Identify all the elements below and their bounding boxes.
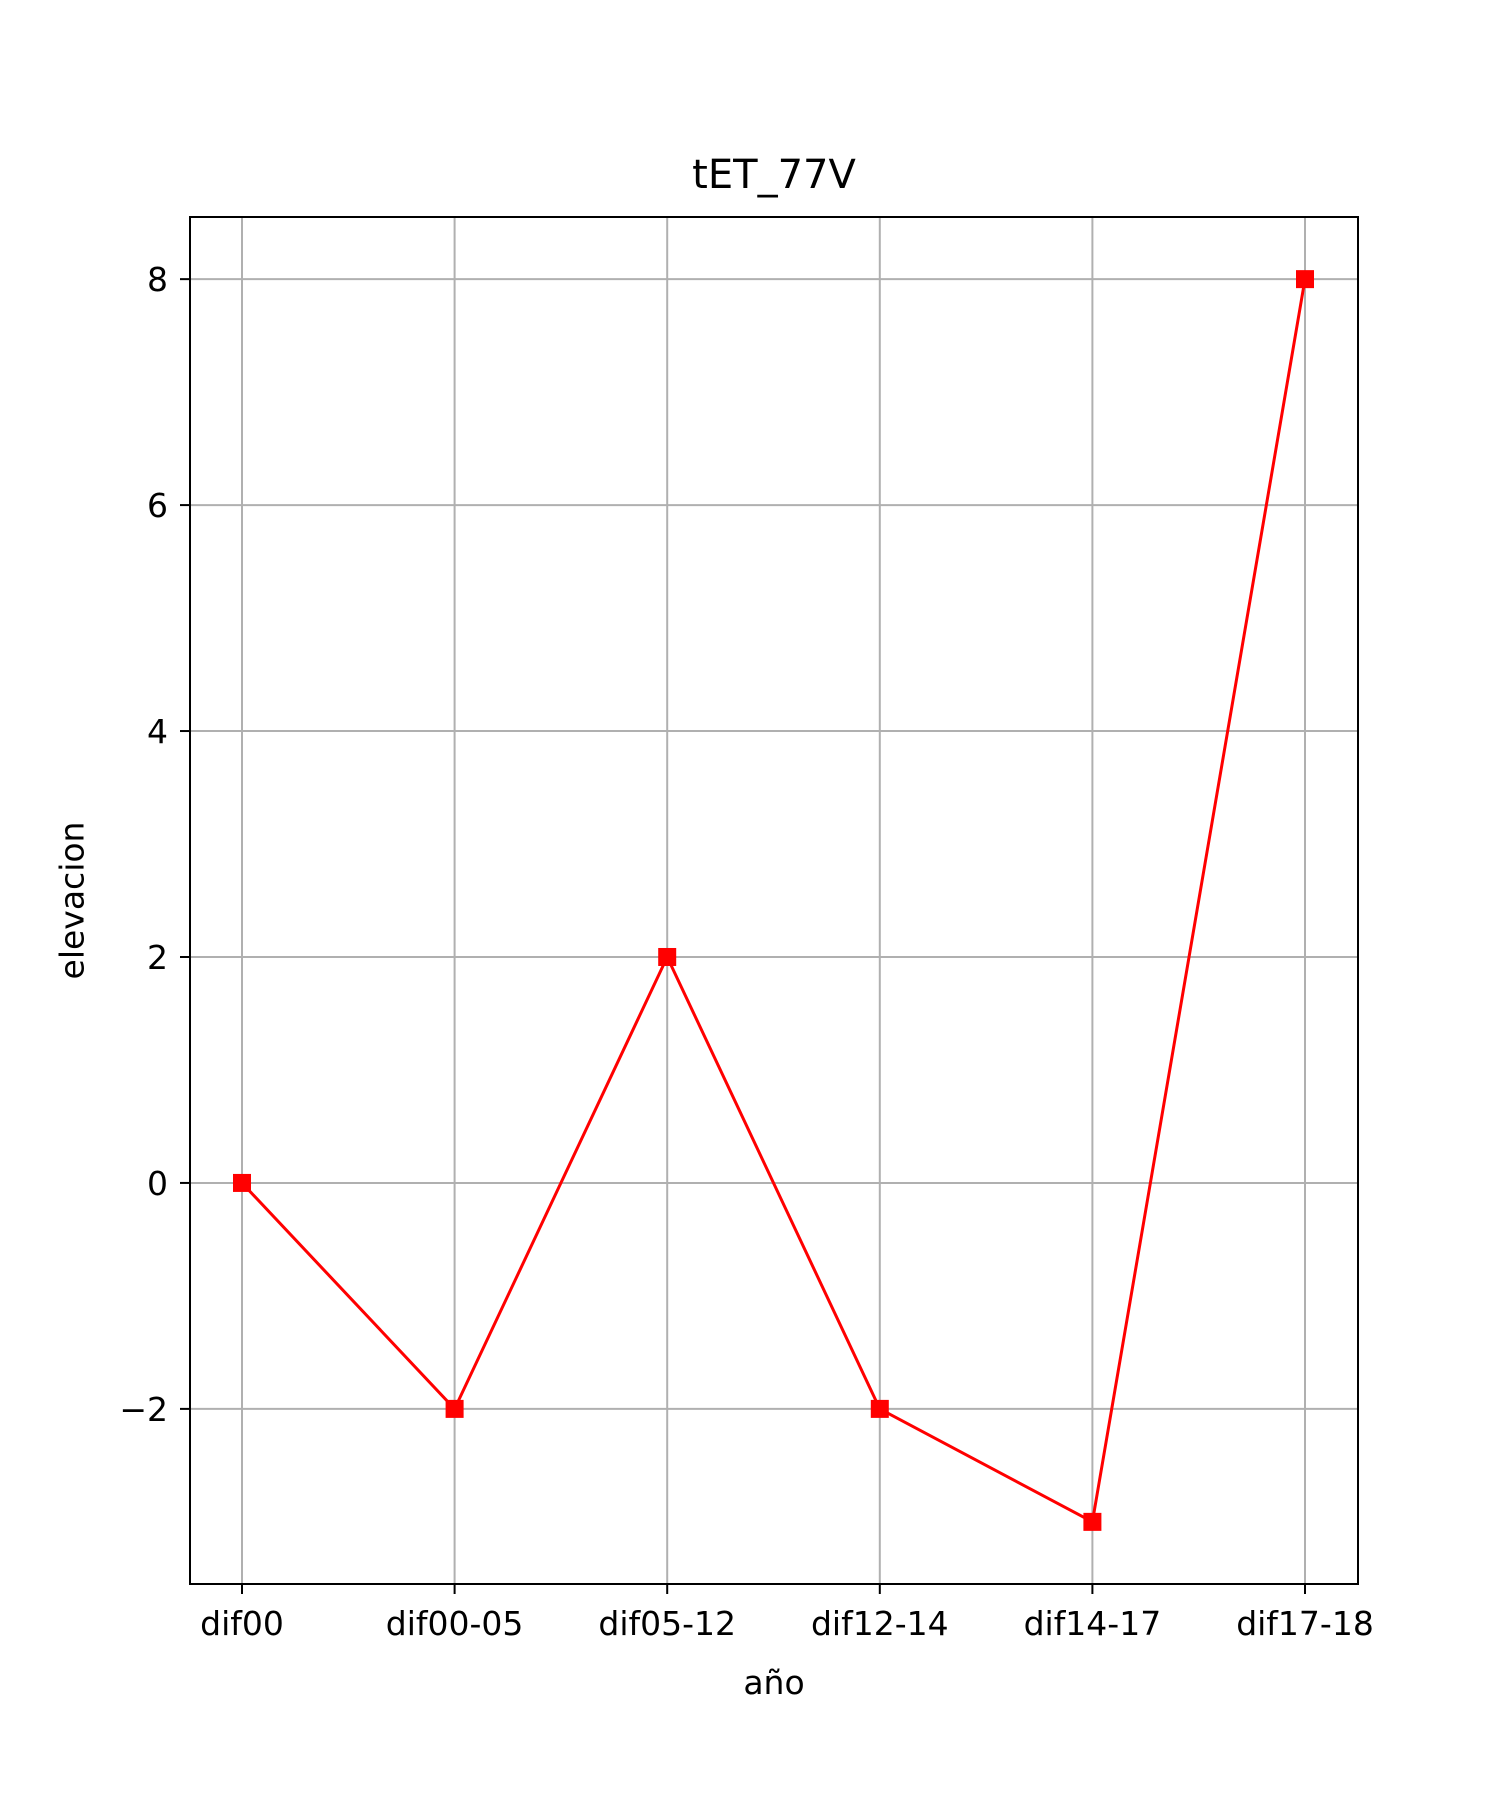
data-point-marker — [1083, 1512, 1102, 1531]
plot-frame — [189, 216, 1359, 1585]
y-axis-label: elevacion — [53, 822, 92, 980]
x-tick-label: dif14-17 — [1024, 1604, 1162, 1643]
grid — [190, 217, 1358, 1584]
y-tick-label: −2 — [119, 1390, 168, 1429]
x-tick-label: dif00-05 — [386, 1604, 524, 1643]
series-layer — [233, 270, 1314, 1531]
data-point-marker — [233, 1173, 251, 1192]
ticks: dif00 dif00-05 dif05-12 dif12-14 dif14-17 dif… — [119, 260, 1373, 1643]
series-line — [240, 278, 1307, 1525]
x-tick-label: dif17-18 — [1236, 1604, 1374, 1643]
x-tick-label: dif05-12 — [598, 1604, 736, 1643]
y-tick-label: 8 — [147, 260, 168, 299]
y-tick-label: 6 — [147, 486, 168, 525]
x-tick-label: dif12-14 — [811, 1604, 949, 1643]
y-tick-label: 0 — [147, 1164, 168, 1203]
x-tick-label: dif00 — [200, 1604, 284, 1643]
data-point-marker — [445, 1399, 464, 1418]
data-point-marker — [870, 1399, 889, 1418]
y-tick-label: 2 — [147, 938, 168, 977]
data-point-marker — [658, 947, 677, 966]
y-tick-label: 4 — [147, 712, 168, 751]
x-axis-label: año — [743, 1663, 804, 1702]
chart-title: tET_77V — [692, 152, 856, 198]
data-point-marker — [1296, 270, 1314, 289]
